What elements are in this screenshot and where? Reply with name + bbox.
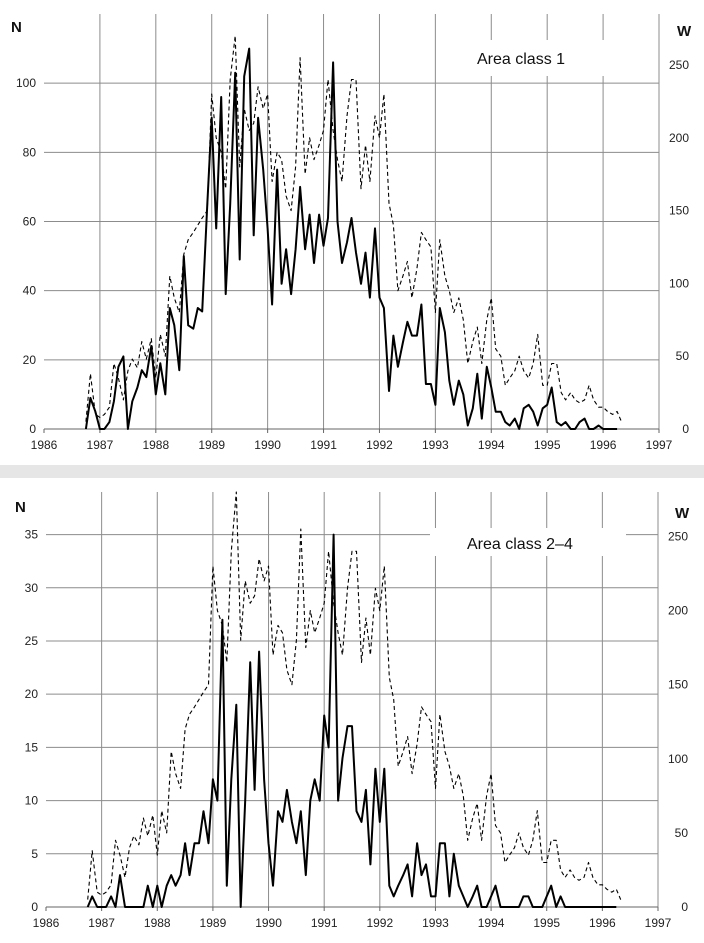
x-tick-label: 1986 [33, 916, 60, 930]
x-tick-label: 1991 [310, 438, 337, 452]
left-y-tick-label: 80 [23, 145, 37, 159]
chart-area-class-1: 1986 1987 1988 1989 1990 1991 1992 1993 1994 1995… [11, 14, 692, 452]
x-tick-label: 1996 [589, 916, 616, 930]
chart-panel-area-class-2-4: 1986 1987 1988 1989 1990 1991 1992 1993 1994 1995… [0, 478, 704, 943]
right-axis-label: W [677, 23, 692, 40]
right-y-tick-label: 200 [668, 604, 688, 618]
right-y-tick-label: 200 [669, 131, 689, 145]
x-tick-label: 1986 [31, 438, 58, 452]
right-y-tick-label: 50 [675, 826, 689, 840]
right-y-tick-label: 0 [681, 900, 688, 914]
left-y-tick-label: 25 [25, 634, 39, 648]
x-tick-label: 1994 [478, 916, 505, 930]
x-tick-label: 1991 [311, 916, 338, 930]
right-y-tick-label: 100 [668, 752, 688, 766]
x-tick-label: 1988 [144, 916, 171, 930]
chart-title: Area class 2–4 [467, 536, 573, 553]
legend-box [430, 528, 626, 556]
chart-area-class-2-4: 1986 1987 1988 1989 1990 1991 1992 1993 1994 1995… [15, 491, 690, 930]
x-tick-label: 1987 [88, 916, 115, 930]
left-axis-label: N [15, 499, 26, 516]
x-tick-label: 1989 [198, 438, 225, 452]
series-n-solid-line [86, 533, 617, 908]
x-tick-label: 1993 [422, 438, 449, 452]
legend-box [436, 40, 612, 76]
left-y-tick-label: 20 [23, 353, 37, 367]
right-y-tick-label: 250 [669, 58, 689, 72]
x-tick-label: 1993 [422, 916, 449, 930]
right-y-tick-label: 100 [669, 276, 689, 290]
x-tick-label: 1994 [478, 438, 505, 452]
left-y-tick-label: 10 [25, 794, 39, 808]
panel-divider [0, 465, 704, 478]
left-y-tick-label: 0 [31, 900, 38, 914]
left-y-tick-label: 40 [23, 284, 37, 298]
right-y-tick-label: 0 [682, 422, 689, 436]
x-tick-label: 1990 [255, 916, 282, 930]
series-n-solid-line [84, 47, 618, 430]
x-tick-label: 1995 [533, 916, 560, 930]
series-w-dashed-line [87, 491, 622, 900]
x-tick-label: 1995 [534, 438, 561, 452]
left-y-tick-label: 60 [23, 215, 37, 229]
left-y-tick-label: 0 [29, 422, 36, 436]
x-tick-label: 1989 [200, 916, 227, 930]
x-tick-label: 1996 [590, 438, 617, 452]
left-y-tick-label: 30 [25, 581, 39, 595]
x-tick-label: 1987 [87, 438, 114, 452]
left-y-tick-label: 5 [31, 847, 38, 861]
left-y-tick-label: 100 [16, 76, 36, 90]
x-tick-label: 1997 [645, 916, 672, 930]
x-tick-label: 1992 [366, 916, 393, 930]
x-tick-label: 1992 [366, 438, 393, 452]
right-y-tick-label: 150 [669, 204, 689, 218]
right-axis-label: W [675, 505, 690, 522]
left-y-tick-label: 15 [25, 740, 39, 754]
chart-panel-area-class-1: 1986 1987 1988 1989 1990 1991 1992 1993 1994 1995… [0, 0, 704, 465]
right-y-tick-label: 150 [668, 678, 688, 692]
series-w-dashed-line [85, 35, 623, 422]
left-axis-label: N [11, 19, 22, 36]
x-tick-label: 1990 [254, 438, 281, 452]
x-tick-label: 1997 [646, 438, 673, 452]
right-y-tick-label: 250 [668, 529, 688, 543]
left-y-tick-label: 20 [25, 687, 39, 701]
chart-title: Area class 1 [477, 51, 565, 68]
left-y-tick-label: 35 [25, 528, 39, 542]
right-y-tick-label: 50 [676, 349, 690, 363]
x-tick-label: 1988 [142, 438, 169, 452]
